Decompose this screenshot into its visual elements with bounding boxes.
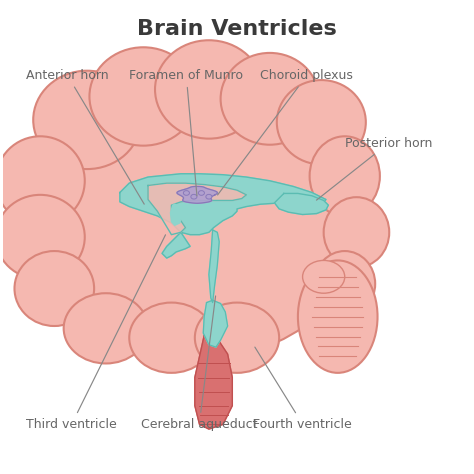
Ellipse shape xyxy=(15,251,94,326)
Ellipse shape xyxy=(314,251,375,317)
Ellipse shape xyxy=(0,137,85,225)
Ellipse shape xyxy=(129,302,214,373)
Ellipse shape xyxy=(206,194,212,199)
Polygon shape xyxy=(177,186,218,203)
Ellipse shape xyxy=(195,302,279,373)
Ellipse shape xyxy=(324,197,389,267)
Polygon shape xyxy=(274,193,328,215)
Ellipse shape xyxy=(64,293,148,364)
Text: Anterior horn: Anterior horn xyxy=(26,69,144,204)
Text: Foramen of Munro: Foramen of Munro xyxy=(129,69,243,196)
Polygon shape xyxy=(195,336,232,429)
Ellipse shape xyxy=(36,78,364,359)
Ellipse shape xyxy=(277,80,366,164)
Text: Cerebral aqueduct: Cerebral aqueduct xyxy=(141,296,257,431)
Text: Third ventricle: Third ventricle xyxy=(26,235,165,431)
Ellipse shape xyxy=(298,260,377,373)
Polygon shape xyxy=(209,230,219,302)
Text: Fourth ventricle: Fourth ventricle xyxy=(254,347,352,431)
Ellipse shape xyxy=(198,191,204,195)
Ellipse shape xyxy=(191,194,197,199)
Text: Brain Ventricles: Brain Ventricles xyxy=(137,19,337,39)
Text: Posterior horn: Posterior horn xyxy=(317,137,432,200)
Ellipse shape xyxy=(183,191,190,195)
Ellipse shape xyxy=(33,71,141,169)
Ellipse shape xyxy=(302,260,345,293)
Ellipse shape xyxy=(220,53,319,145)
Ellipse shape xyxy=(155,40,263,138)
Ellipse shape xyxy=(0,195,85,279)
Polygon shape xyxy=(203,300,228,347)
Polygon shape xyxy=(171,204,182,225)
Text: Choroid plexus: Choroid plexus xyxy=(218,69,353,195)
Ellipse shape xyxy=(90,47,197,146)
Polygon shape xyxy=(148,183,246,235)
Ellipse shape xyxy=(310,137,380,216)
Polygon shape xyxy=(120,174,326,258)
